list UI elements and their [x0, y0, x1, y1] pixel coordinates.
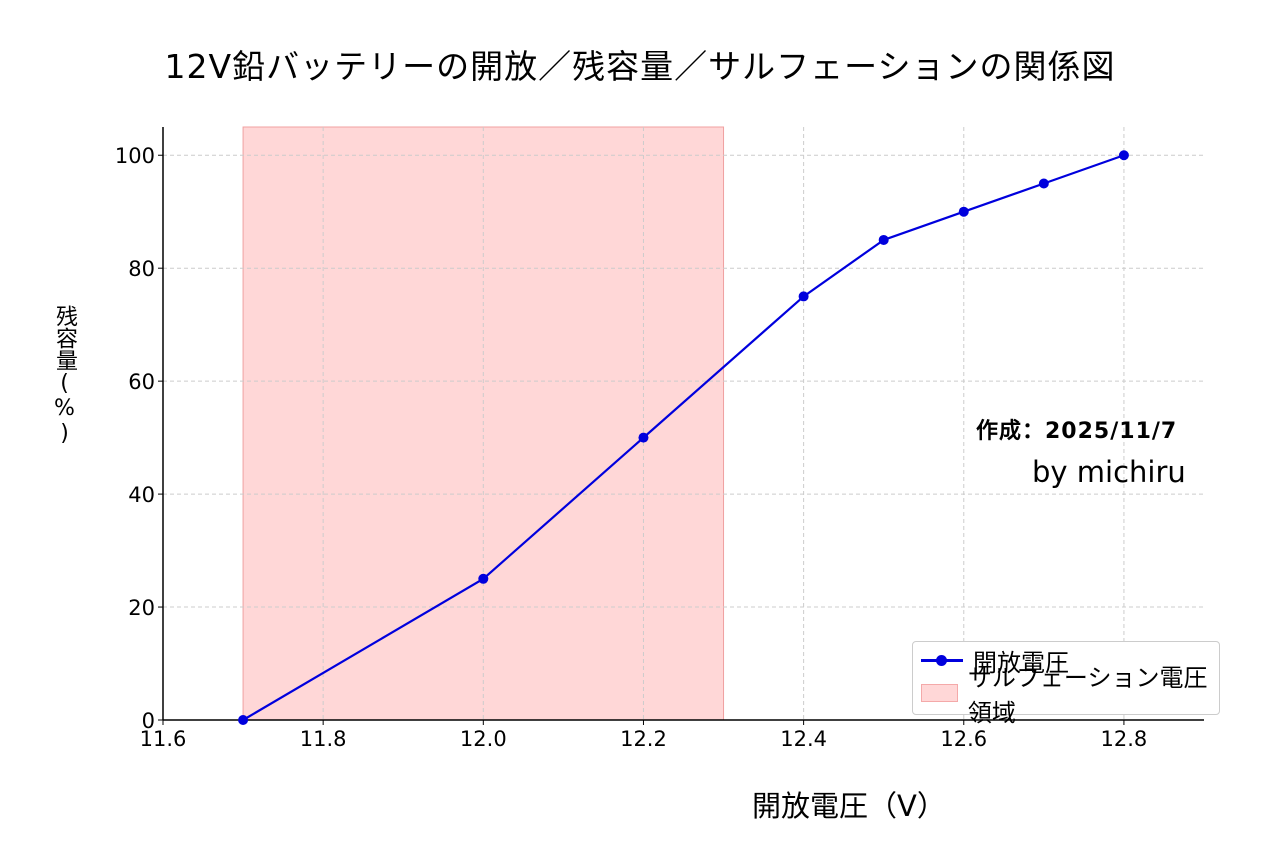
data-point: [1118, 150, 1129, 161]
y-axis-label: 残容量(%): [52, 305, 77, 446]
y-tick-label: 60: [128, 370, 155, 394]
y-tick-label: 20: [128, 596, 155, 620]
creation-date-note: 作成：2025/11/7: [976, 419, 1178, 444]
x-tick-label: 12.2: [620, 727, 667, 751]
data-point: [478, 573, 489, 584]
legend-item-area: サルフェーション電圧領域: [921, 664, 1219, 727]
series-line: [242, 154, 1125, 721]
data-point: [1038, 178, 1049, 189]
x-tick-label: 11.8: [300, 727, 347, 751]
x-axis-label: 開放電圧（V）: [752, 789, 946, 823]
legend-line-marker: [921, 651, 963, 669]
y-tick-label: 40: [128, 483, 155, 507]
x-tick-label: 12.4: [780, 727, 827, 751]
data-point: [878, 234, 889, 245]
legend-item-line: 開放電圧: [921, 644, 1069, 677]
data-point: [798, 291, 809, 302]
legend-line-label: 開放電圧: [973, 648, 1069, 677]
y-tick-label: 100: [115, 144, 155, 168]
x-tick-label: 12.0: [460, 727, 507, 751]
chart-title: 12V鉛バッテリーの開放／残容量／サルフェーションの関係図: [164, 47, 1116, 86]
x-tick-label: 11.6: [140, 727, 187, 751]
y-tick-label: 80: [128, 257, 155, 281]
data-point: [638, 432, 649, 443]
x-tick-label: 12.6: [940, 727, 987, 751]
author-note: by michiru: [1032, 455, 1186, 489]
legend-area-label: サルフェーション電圧領域: [967, 664, 1208, 727]
y-tick-label: 0: [142, 709, 155, 733]
x-tick-label: 12.8: [1101, 727, 1148, 751]
legend: 開放電圧 サルフェーション電圧領域: [912, 641, 1220, 727]
data-point: [958, 206, 969, 217]
legend-area-swatch: [921, 684, 958, 702]
data-point: [238, 715, 249, 725]
